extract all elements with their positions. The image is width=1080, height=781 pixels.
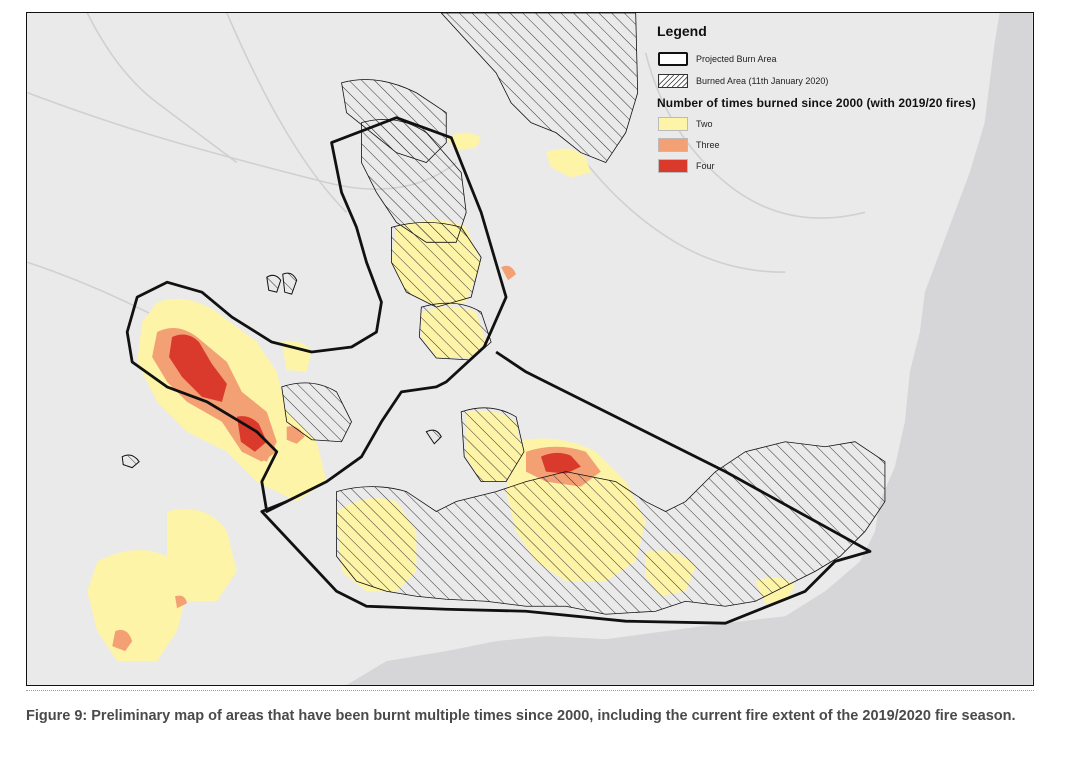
legend-subtitle: Number of times burned since 2000 (with …	[657, 96, 976, 110]
legend-title: Legend	[657, 23, 707, 39]
fire-map	[27, 13, 1033, 685]
projected-outline-swatch	[658, 52, 688, 66]
ocean	[346, 13, 1033, 685]
legend-item-burned-area: Burned Area (11th January 2020)	[658, 74, 828, 88]
legend-class-three: Three	[658, 138, 720, 152]
hatch-swatch	[658, 74, 688, 88]
figure-caption: Figure 9: Preliminary map of areas that …	[26, 708, 1016, 724]
legend-class-label: Three	[696, 140, 720, 150]
projected-burn-area	[125, 116, 872, 625]
caption-divider	[26, 690, 1034, 691]
legend-class-label: Two	[696, 119, 713, 129]
class-three-swatch	[658, 138, 688, 152]
legend-item-label: Projected Burn Area	[696, 54, 777, 64]
map-frame: Legend Projected Burn Area Burned Area (…	[26, 12, 1034, 686]
legend-class-label: Four	[696, 161, 715, 171]
small-burn-patches	[121, 272, 442, 469]
legend-item-label: Burned Area (11th January 2020)	[696, 76, 829, 86]
legend-item-projected-burn-area: Projected Burn Area	[658, 52, 777, 66]
legend-class-two: Two	[658, 117, 713, 131]
class-two-swatch	[658, 117, 688, 131]
legend-class-four: Four	[658, 159, 715, 173]
class-four-swatch	[658, 159, 688, 173]
map-legend: Legend Projected Burn Area Burned Area (…	[652, 21, 1033, 181]
